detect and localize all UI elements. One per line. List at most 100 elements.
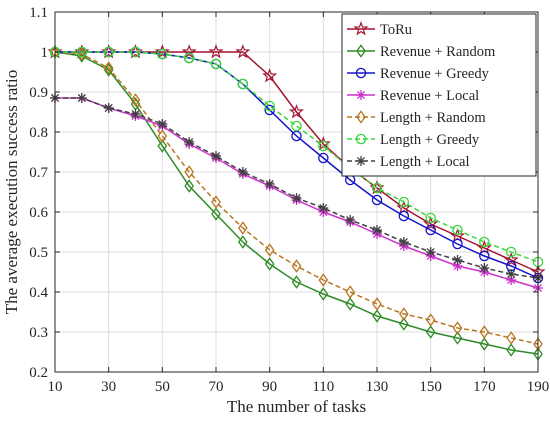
data-point xyxy=(371,182,383,194)
data-point xyxy=(130,93,141,107)
data-point xyxy=(76,46,88,58)
data-point xyxy=(371,194,383,206)
data-point xyxy=(506,331,516,345)
data-point xyxy=(356,156,366,166)
legend-label: Length + Greedy xyxy=(380,132,480,148)
data-point xyxy=(506,275,517,285)
data-point xyxy=(452,321,463,335)
data-point xyxy=(237,78,249,90)
legend-item: ToRu xyxy=(347,21,412,38)
data-point xyxy=(355,133,367,145)
data-point xyxy=(479,250,490,262)
data-point xyxy=(103,63,114,77)
x-tick-label: 50 xyxy=(155,379,170,395)
data-point xyxy=(398,210,410,222)
data-point xyxy=(353,21,369,36)
x-axis-label: The number of tasks xyxy=(227,397,366,416)
data-point xyxy=(211,151,221,161)
data-point xyxy=(208,44,224,59)
y-tick-label: 0.8 xyxy=(29,125,48,141)
series-line xyxy=(54,51,539,355)
x-tick-label: 150 xyxy=(419,379,442,395)
data-point xyxy=(264,243,275,257)
data-point xyxy=(425,224,436,236)
data-point xyxy=(318,152,329,164)
data-point xyxy=(449,228,466,243)
data-point xyxy=(291,275,302,289)
data-point xyxy=(479,236,490,248)
data-point xyxy=(157,129,168,143)
data-point xyxy=(318,203,329,213)
x-tick-label: 170 xyxy=(473,379,496,395)
data-point xyxy=(372,297,382,311)
legend-label: Revenue + Random xyxy=(380,44,496,60)
data-point xyxy=(479,337,490,351)
legend-item: Length + Local xyxy=(347,154,470,170)
data-point xyxy=(396,200,412,215)
data-point xyxy=(264,100,275,112)
data-point xyxy=(425,247,436,257)
data-point xyxy=(425,212,436,224)
legend-label: Length + Local xyxy=(380,154,470,170)
y-tick-label: 0.2 xyxy=(29,365,48,381)
data-point xyxy=(318,273,329,287)
data-point xyxy=(235,44,251,59)
y-tick-label: 1 xyxy=(41,45,49,61)
data-point xyxy=(157,139,168,153)
data-point xyxy=(345,297,355,311)
data-point xyxy=(345,215,356,225)
data-point xyxy=(452,261,463,271)
legend-label: Revenue + Local xyxy=(380,88,479,104)
x-tick-label: 90 xyxy=(262,379,277,395)
data-point xyxy=(372,225,382,235)
y-axis-label: The average execution success ratio xyxy=(2,70,21,315)
data-point xyxy=(425,325,436,339)
data-point xyxy=(479,263,490,273)
legend-label: ToRu xyxy=(380,22,412,38)
data-point xyxy=(291,259,302,273)
data-point xyxy=(183,52,195,64)
data-point xyxy=(238,235,248,249)
x-tick-label: 130 xyxy=(366,379,389,395)
data-point xyxy=(184,179,194,193)
y-tick-label: 1.1 xyxy=(29,5,48,21)
series-line xyxy=(55,51,539,263)
data-point xyxy=(452,238,463,250)
data-point xyxy=(264,257,275,271)
data-point xyxy=(452,331,463,345)
data-point xyxy=(181,44,197,59)
data-point xyxy=(130,109,141,119)
data-point xyxy=(356,110,366,124)
data-point xyxy=(264,179,275,189)
data-point xyxy=(506,269,517,279)
legend-item: Revenue + Greedy xyxy=(347,66,490,82)
data-point xyxy=(425,313,436,327)
data-point xyxy=(291,130,302,142)
data-point xyxy=(184,137,195,147)
y-tick-label: 0.5 xyxy=(29,245,48,261)
data-point xyxy=(452,255,463,265)
data-point xyxy=(356,44,366,58)
data-point xyxy=(184,165,194,179)
data-point xyxy=(398,237,409,247)
series-length-local xyxy=(50,93,543,283)
data-point xyxy=(503,252,519,267)
data-point xyxy=(399,317,409,331)
x-tick-label: 10 xyxy=(48,379,63,395)
data-point xyxy=(355,67,367,79)
x-tick-label: 190 xyxy=(527,379,550,395)
data-point xyxy=(238,221,248,235)
data-point xyxy=(356,90,366,100)
data-point xyxy=(103,46,114,58)
data-point xyxy=(345,285,355,299)
data-point xyxy=(237,167,248,177)
data-point xyxy=(211,207,221,221)
data-point xyxy=(318,287,329,301)
legend-item: Length + Greedy xyxy=(347,132,480,148)
data-point xyxy=(423,216,439,231)
data-point xyxy=(211,195,221,209)
data-point xyxy=(157,119,168,129)
data-point xyxy=(506,343,516,357)
y-tick-label: 0.3 xyxy=(29,325,48,341)
data-point xyxy=(262,68,278,83)
